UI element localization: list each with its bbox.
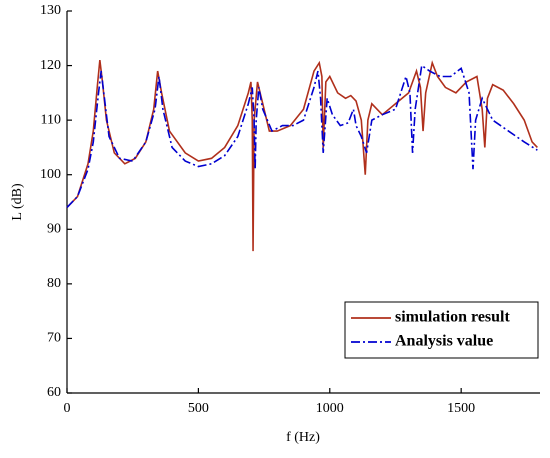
- y-tick-label: 100: [40, 167, 61, 182]
- legend-label: simulation result: [395, 309, 511, 326]
- x-axis-label: f (Hz): [286, 430, 320, 445]
- y-tick-label: 90: [47, 222, 61, 237]
- series-line: [66, 64, 538, 209]
- y-tick-label: 110: [41, 112, 61, 127]
- y-tick-label: 120: [40, 58, 61, 73]
- x-tick-label: 500: [188, 401, 209, 416]
- legend-box: [344, 301, 539, 359]
- y-tick-label: 130: [40, 3, 61, 18]
- y-tick-label: 60: [47, 385, 61, 400]
- y-axis-label: L (dB): [10, 183, 25, 221]
- y-tick-label: 80: [47, 276, 61, 291]
- series-line: [66, 60, 538, 252]
- legend-label: Analysis value: [395, 333, 493, 350]
- x-tick-label: 0: [64, 401, 71, 416]
- x-tick-label: 1000: [316, 401, 344, 416]
- y-tick-label: 70: [47, 331, 61, 346]
- x-tick-label: 1500: [447, 401, 475, 416]
